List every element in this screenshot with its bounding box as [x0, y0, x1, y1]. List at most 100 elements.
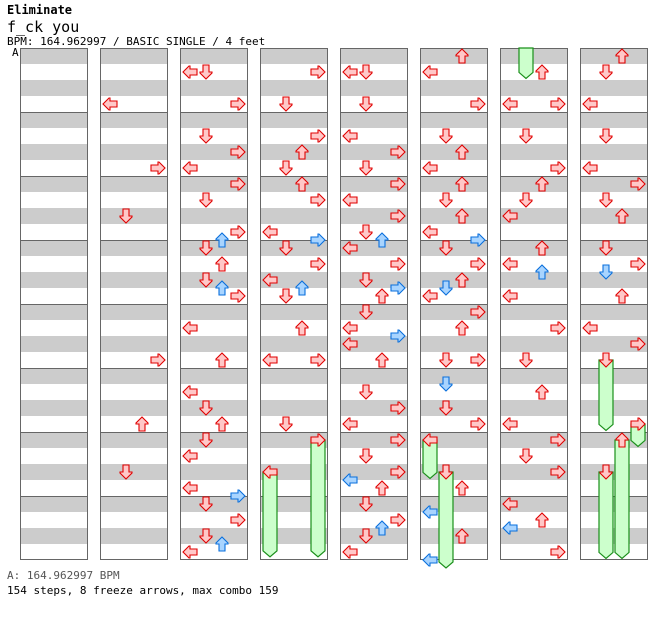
up-arrow-icon: [295, 280, 309, 296]
beat-stripe: [420, 528, 488, 544]
chart-column: [340, 48, 408, 560]
beat-stripe: [260, 144, 328, 160]
beat-stripe: [500, 496, 568, 512]
right-arrow-icon: [310, 353, 326, 367]
beat-stripe: [420, 336, 488, 352]
up-arrow-icon: [535, 264, 549, 280]
freeze-arrow-down: [518, 47, 534, 80]
right-arrow-icon: [310, 233, 326, 247]
up-arrow-icon: [295, 144, 309, 160]
beat-stripe: [340, 240, 408, 256]
column-border: [340, 48, 408, 560]
down-arrow-icon: [599, 464, 613, 480]
chart-column: [500, 47, 568, 560]
left-arrow-icon: [262, 273, 278, 287]
down-arrow-icon: [279, 288, 293, 304]
beat-stripe: [580, 272, 648, 288]
right-arrow-icon: [230, 489, 246, 503]
beat-stripe: [420, 112, 488, 128]
right-arrow-icon: [230, 177, 246, 191]
down-arrow-icon: [439, 352, 453, 368]
left-arrow-icon: [342, 65, 358, 79]
down-arrow-icon: [359, 448, 373, 464]
beat-stripe: [580, 464, 648, 480]
right-arrow-icon: [470, 97, 486, 111]
beat-stripe: [340, 528, 408, 544]
down-arrow-icon: [199, 400, 213, 416]
up-arrow-icon: [215, 352, 229, 368]
right-arrow-icon: [390, 465, 406, 479]
left-arrow-icon: [182, 321, 198, 335]
beat-stripe: [580, 528, 648, 544]
beat-stripe: [100, 304, 168, 320]
left-arrow-icon: [422, 225, 438, 239]
column-border: [580, 48, 648, 560]
down-arrow-icon: [599, 192, 613, 208]
down-arrow-icon: [359, 384, 373, 400]
down-arrow-icon: [359, 496, 373, 512]
right-arrow-icon: [310, 193, 326, 207]
right-arrow-icon: [550, 161, 566, 175]
left-arrow-icon: [422, 161, 438, 175]
up-arrow-icon: [535, 176, 549, 192]
left-arrow-icon: [342, 129, 358, 143]
down-arrow-icon: [199, 64, 213, 80]
beat-stripe: [340, 112, 408, 128]
right-arrow-icon: [390, 145, 406, 159]
down-arrow-icon: [519, 128, 533, 144]
bpm-footer: A: 164.962997 BPM: [7, 569, 120, 582]
beat-stripe: [260, 208, 328, 224]
right-arrow-icon: [630, 257, 646, 271]
beat-stripe: [340, 272, 408, 288]
beat-stripe: [420, 176, 488, 192]
right-arrow-icon: [550, 545, 566, 559]
beat-stripe: [340, 176, 408, 192]
beat-stripe: [340, 336, 408, 352]
beat-stripe: [100, 240, 168, 256]
freeze-arrow-down: [438, 471, 454, 569]
beat-stripe: [260, 80, 328, 96]
left-arrow-icon: [422, 65, 438, 79]
beat-stripe: [420, 496, 488, 512]
beat-stripe: [100, 80, 168, 96]
beat-stripe: [340, 432, 408, 448]
beat-stripe: [20, 144, 88, 160]
beat-stripe: [500, 80, 568, 96]
beat-stripe: [100, 496, 168, 512]
beat-stripe: [500, 336, 568, 352]
beat-stripe: [100, 112, 168, 128]
down-arrow-icon: [519, 352, 533, 368]
beat-stripe: [180, 208, 248, 224]
up-arrow-icon: [215, 256, 229, 272]
beat-stripe: [580, 400, 648, 416]
beat-stripe: [340, 368, 408, 384]
beat-stripe: [500, 208, 568, 224]
down-arrow-icon: [439, 192, 453, 208]
left-arrow-icon: [182, 545, 198, 559]
beat-stripe: [420, 400, 488, 416]
beat-stripe: [180, 48, 248, 64]
bpm-marker: A: [12, 46, 19, 59]
up-arrow-icon: [375, 520, 389, 536]
up-arrow-icon: [455, 528, 469, 544]
down-arrow-icon: [439, 464, 453, 480]
beat-stripe: [180, 336, 248, 352]
beat-stripe: [20, 432, 88, 448]
left-arrow-icon: [422, 433, 438, 447]
freeze-arrow-right: [310, 439, 326, 558]
down-arrow-icon: [199, 272, 213, 288]
beat-stripe: [260, 336, 328, 352]
down-arrow-icon: [439, 128, 453, 144]
up-arrow-icon: [295, 320, 309, 336]
beat-stripe: [100, 528, 168, 544]
up-arrow-icon: [295, 176, 309, 192]
down-arrow-icon: [599, 128, 613, 144]
beat-stripe: [100, 368, 168, 384]
right-arrow-icon: [630, 337, 646, 351]
beat-stripe: [100, 48, 168, 64]
right-arrow-icon: [310, 433, 326, 447]
down-arrow-icon: [599, 264, 613, 280]
right-arrow-icon: [390, 281, 406, 295]
up-arrow-icon: [455, 176, 469, 192]
